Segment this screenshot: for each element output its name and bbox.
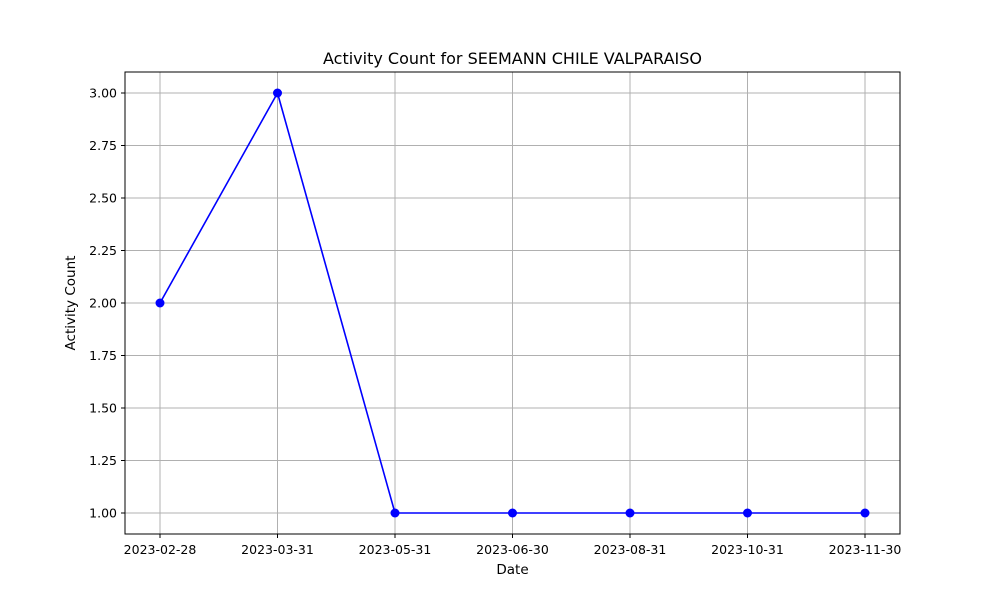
x-tick-label: 2023-03-31 (241, 542, 314, 557)
y-tick-label: 1.75 (89, 348, 117, 363)
x-tick-label: 2023-02-28 (124, 542, 197, 557)
data-point (860, 508, 870, 518)
data-point (390, 508, 400, 518)
y-tick-label: 2.50 (89, 191, 117, 206)
data-point (155, 298, 165, 308)
data-point (625, 508, 635, 518)
data-point (508, 508, 517, 518)
x-axis-title: Date (496, 562, 528, 578)
x-tick-label: 2023-11-30 (829, 542, 902, 557)
data-point (743, 508, 752, 518)
y-tick-label: 1.25 (89, 453, 117, 468)
series-layer (155, 88, 870, 518)
x-tick-label: 2023-06-30 (476, 542, 549, 557)
axis-ticks: 2023-02-28 2023-03-31 2023-05-31 2023-06-30… (89, 86, 901, 558)
grid (125, 72, 900, 534)
y-tick-label: 3.00 (89, 86, 117, 101)
y-tick-label: 2.75 (89, 138, 117, 153)
x-tick-label: 2023-05-31 (359, 542, 432, 557)
y-tick-label: 2.00 (89, 296, 117, 311)
x-tick-label: 2023-08-31 (594, 542, 667, 557)
chart-title: Activity Count for SEEMANN CHILE VALPARA… (323, 49, 702, 68)
y-tick-label: 2.25 (89, 243, 117, 258)
x-tick-label: 2023-10-31 (711, 542, 784, 557)
y-tick-label: 1.00 (89, 506, 117, 521)
y-tick-label: 1.50 (89, 401, 117, 416)
y-axis-title: Activity Count (63, 256, 79, 351)
data-point (273, 88, 282, 98)
